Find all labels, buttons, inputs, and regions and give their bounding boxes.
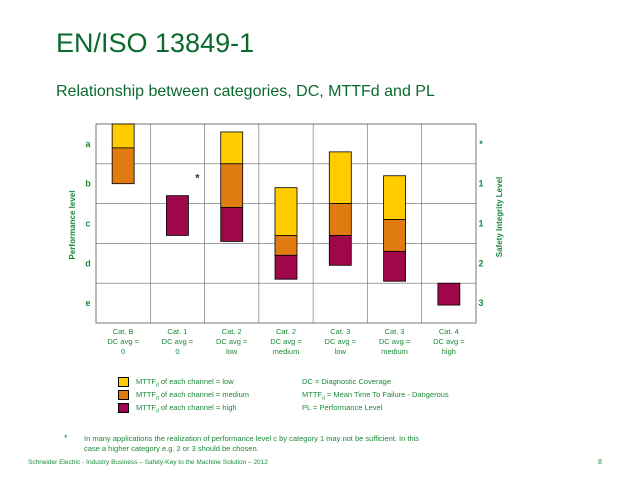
- category-dc-value: low: [335, 347, 347, 356]
- category-label: Cat. 3: [385, 327, 405, 336]
- category-dc-value: high: [442, 347, 456, 356]
- bar-segment-low: [111, 123, 135, 149]
- bar-segment-low: [328, 151, 352, 205]
- category-dc-label: DC avg =: [433, 337, 465, 346]
- footer-text: Schneider Electric - Industry Business –…: [28, 459, 268, 466]
- pl-level-label: e: [85, 298, 90, 308]
- category-label: Cat. 1: [167, 327, 187, 336]
- page-number: 8: [598, 459, 602, 466]
- legend-label: MTTFd of each channel = low: [136, 377, 234, 389]
- bar-segment-high: [383, 250, 406, 282]
- pl-level-label: d: [85, 258, 91, 268]
- bar-segment-low: [220, 131, 244, 165]
- category-label: Cat. 2: [222, 327, 242, 336]
- sil-level-label: 2: [478, 258, 483, 268]
- page-subtitle: Relationship between categories, DC, MTT…: [56, 83, 435, 100]
- pl-level-label: b: [85, 179, 91, 189]
- legend-definitions: DC = Diagnostic Coverage MTTFd = Mean Tim…: [302, 377, 542, 417]
- category-dc-value: 0: [121, 347, 125, 356]
- note-star: *: [64, 433, 68, 443]
- category-dc-label: DC avg =: [325, 337, 357, 346]
- sil-level-label: *: [479, 139, 483, 149]
- category-dc-label: DC avg =: [270, 337, 302, 346]
- legend-label: MTTFd = Mean Time To Failure - Dangerous: [302, 390, 449, 402]
- sil-level-label: 3: [478, 298, 483, 308]
- category-dc-value: 0: [175, 347, 179, 356]
- category-dc-label: DC avg =: [107, 337, 139, 346]
- category-label: Cat. 2: [276, 327, 296, 336]
- bar-segment-medium: [220, 163, 244, 208]
- category-dc-label: DC avg =: [216, 337, 248, 346]
- bar-segment-low: [383, 175, 406, 220]
- footnote-text: In many applications the realization of …: [84, 434, 420, 453]
- pl-level-label: c: [85, 219, 90, 229]
- bar-segment-high: [220, 207, 244, 242]
- legend-swatch: [118, 390, 129, 400]
- bar-segment-high: [328, 235, 352, 266]
- legend-swatch: [118, 377, 129, 387]
- sil-level-label: 1: [478, 219, 483, 229]
- category-label: Cat. 4: [439, 327, 459, 336]
- sil-level-label: 1: [478, 179, 483, 189]
- plot-frame: [95, 123, 477, 324]
- category-dc-label: DC avg =: [162, 337, 194, 346]
- category-label: Cat. 3: [330, 327, 350, 336]
- annotation-star: *: [195, 173, 200, 185]
- y-axis-label: Performance level: [68, 191, 77, 260]
- bar-segment-high: [274, 254, 298, 280]
- legend-swatch: [118, 403, 129, 413]
- bar-segment-medium: [111, 147, 135, 185]
- page-title: EN/ISO 13849-1: [56, 28, 255, 58]
- legend-label: DC = Diagnostic Coverage: [302, 377, 392, 386]
- legend-label: MTTFd of each channel = medium: [136, 390, 250, 402]
- bar-segment-medium: [383, 219, 406, 252]
- bar-segment-medium: [328, 203, 352, 236]
- bar-segment-high: [166, 195, 189, 236]
- category-dc-value: medium: [381, 347, 408, 356]
- pl-level-label: a: [85, 139, 91, 149]
- category-dc-value: low: [226, 347, 238, 356]
- legend-label: PL = Performance Level: [302, 403, 383, 412]
- y2-axis-label: Safety Integrity Level: [495, 177, 504, 257]
- category-dc-value: medium: [273, 347, 300, 356]
- category-dc-label: DC avg =: [379, 337, 411, 346]
- legend-mttfd: MTTFd of each channel = low MTTFd of each…: [118, 377, 358, 417]
- legend-label: MTTFd of each channel = high: [136, 403, 237, 415]
- bar-segment-high: [437, 282, 461, 306]
- category-label: Cat. B: [113, 327, 134, 336]
- bar-segment-medium: [274, 235, 298, 256]
- bar-segment-low: [274, 187, 298, 236]
